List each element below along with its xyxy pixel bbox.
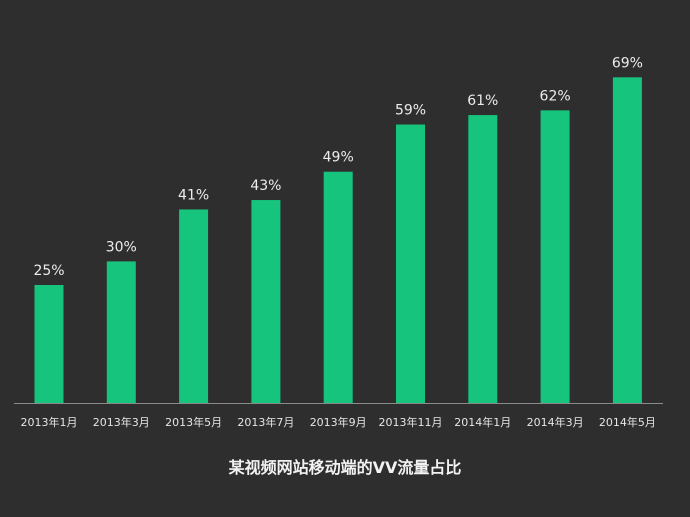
data-label: 49%	[323, 150, 354, 166]
bar-0	[34, 285, 64, 403]
x-tick-label: 2013年3月	[93, 415, 150, 429]
bar-2	[179, 209, 209, 403]
bar-7	[540, 110, 570, 404]
data-label: 43%	[250, 178, 281, 194]
x-tick-label: 2013年9月	[310, 415, 367, 429]
x-tick-label: 2014年5月	[599, 415, 656, 429]
x-tick-label: 2013年7月	[237, 415, 294, 429]
x-tick-label: 2013年11月	[379, 415, 443, 429]
bar-6	[468, 115, 498, 403]
bar-4	[323, 171, 353, 403]
x-tick-label: 2013年1月	[21, 415, 78, 429]
data-label: 41%	[178, 187, 209, 203]
data-label: 62%	[540, 88, 571, 104]
bar-8	[612, 77, 642, 403]
data-label: 69%	[612, 55, 643, 71]
chart-title: 某视频网站移动端的VV流量占比	[228, 458, 462, 477]
data-label: 59%	[395, 103, 426, 119]
data-label: 30%	[106, 239, 137, 255]
data-label: 25%	[33, 263, 64, 279]
x-tick-label: 2014年1月	[454, 415, 511, 429]
x-tick-label: 2013年5月	[165, 415, 222, 429]
bar-1	[106, 261, 136, 403]
bar-5	[396, 124, 425, 404]
x-tick-label: 2014年3月	[527, 415, 584, 429]
data-label: 61%	[467, 93, 498, 109]
bar-3	[251, 200, 281, 403]
